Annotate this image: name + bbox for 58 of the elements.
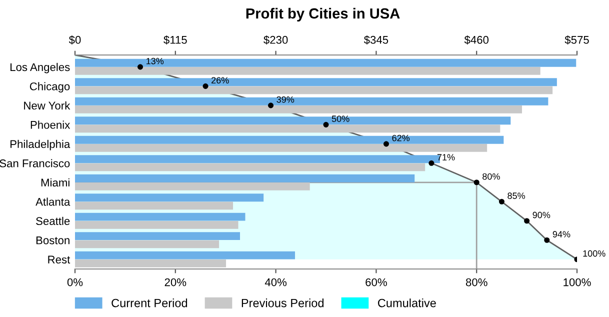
data-label: 85% xyxy=(508,192,526,199)
bar xyxy=(75,240,220,248)
x2-tick-label: 80% xyxy=(466,278,488,286)
bar xyxy=(75,144,488,152)
bar xyxy=(75,58,576,67)
x-tick-label: $230 xyxy=(264,35,288,44)
y-tick-label: Phoenix xyxy=(30,120,70,129)
x-tick-label: $345 xyxy=(364,35,388,44)
bar xyxy=(75,97,548,106)
x2-tick-label: 40% xyxy=(264,278,287,286)
legend-label: Current Period xyxy=(112,298,188,308)
legend-label: Previous Period xyxy=(242,298,324,308)
bar xyxy=(75,174,415,182)
y-tick-label: Boston xyxy=(36,236,70,244)
data-label: 62% xyxy=(392,134,410,142)
data-label: 13% xyxy=(146,58,164,64)
bar xyxy=(75,163,426,172)
bar xyxy=(75,251,296,260)
bar xyxy=(75,232,240,240)
y-tick-label: Miami xyxy=(41,178,70,187)
y-tick-label: Seattle xyxy=(36,216,70,226)
y-tick-label: Chicago xyxy=(30,82,70,93)
data-label: 39% xyxy=(276,96,294,103)
bar xyxy=(75,136,504,144)
y-tick-label: Los Angeles xyxy=(10,62,70,74)
bar xyxy=(75,259,226,268)
bar xyxy=(75,106,522,114)
bar xyxy=(75,212,246,221)
data-label: 90% xyxy=(532,212,550,218)
y-tick-label: Philadelphia xyxy=(10,140,70,150)
x2-tick-label: 0% xyxy=(67,278,83,286)
bar xyxy=(75,124,500,133)
bar xyxy=(75,86,553,94)
x-tick-label: $115 xyxy=(164,35,187,44)
x2-tick-label: 20% xyxy=(164,278,186,286)
bar xyxy=(75,220,238,229)
y-tick-label: Atlanta xyxy=(36,198,70,206)
x2-tick-label: 60% xyxy=(366,278,387,286)
data-label: 50% xyxy=(332,116,350,122)
data-label: 100% xyxy=(583,250,606,257)
x-tick-label: $575 xyxy=(564,35,589,44)
x-tick-label: $0 xyxy=(68,35,81,44)
bar xyxy=(75,182,310,190)
bar xyxy=(75,67,540,75)
bar xyxy=(75,202,234,210)
chart-title: Profit by Cities in USA xyxy=(246,8,400,22)
x2-tick-label: 100% xyxy=(564,278,591,286)
bar xyxy=(75,78,557,86)
bar xyxy=(75,116,511,125)
y-tick-label: San Francisco xyxy=(0,159,70,168)
y-tick-label: Rest xyxy=(48,256,70,264)
y-tick-label: New York xyxy=(24,101,70,110)
data-label: 26% xyxy=(212,77,229,84)
x-tick-label: $460 xyxy=(464,35,489,44)
bar xyxy=(75,194,264,202)
data-label: 80% xyxy=(482,173,500,180)
legend-label: Cumulative xyxy=(378,298,436,308)
data-label: 94% xyxy=(552,231,570,238)
